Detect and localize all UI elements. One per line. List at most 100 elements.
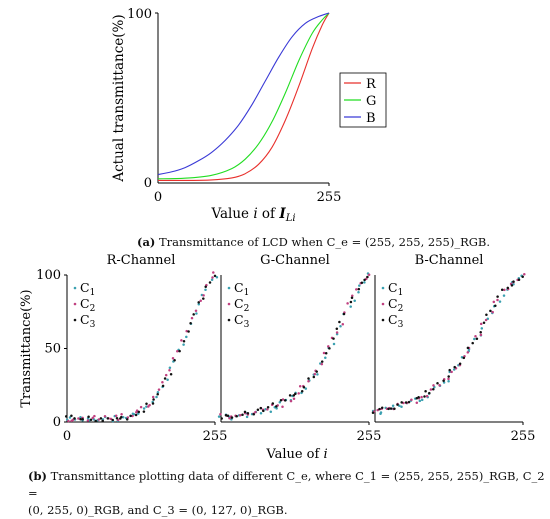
- data-point: [500, 288, 504, 292]
- a-y-axis-label: Actual transmittance(%): [111, 14, 127, 182]
- data-point: [279, 399, 283, 402]
- data-point: [126, 416, 130, 419]
- data-point: [363, 278, 366, 282]
- data-point: [442, 379, 445, 383]
- data-point: [420, 395, 423, 399]
- data-point: [391, 404, 395, 407]
- series-line-r: [157, 12, 330, 181]
- data-point: [448, 368, 451, 372]
- data-point: [163, 377, 167, 380]
- data-point: [335, 327, 339, 331]
- data-point: [400, 405, 403, 409]
- data-point: [332, 342, 336, 346]
- legend-label-c3: C3: [80, 312, 96, 330]
- data-point: [428, 391, 431, 395]
- series-c2: [67, 271, 215, 423]
- data-point: [447, 377, 450, 381]
- caption-a: (a) Transmittance of LCD when C_e = (255…: [137, 234, 490, 251]
- data-point: [473, 337, 476, 341]
- data-point: [129, 414, 132, 418]
- data-point: [496, 295, 499, 298]
- data-point: [407, 400, 411, 404]
- data-point: [521, 275, 524, 279]
- data-point: [297, 392, 300, 395]
- data-point: [164, 373, 168, 377]
- data-point: [438, 384, 441, 387]
- legend-marker-c2: [227, 302, 231, 306]
- data-point: [475, 337, 479, 340]
- data-point: [387, 407, 390, 411]
- data-point: [226, 414, 230, 417]
- data-point: [353, 299, 356, 302]
- data-point: [447, 379, 450, 383]
- legend-label-r: R: [366, 77, 377, 92]
- data-point: [157, 388, 161, 391]
- data-point: [109, 417, 113, 421]
- data-point: [289, 399, 293, 403]
- xtick-label: 255: [203, 429, 228, 444]
- data-point: [292, 397, 296, 400]
- data-point: [316, 373, 319, 376]
- a-xtick-label: 0: [154, 190, 162, 205]
- y-axis-label: Transmittance(%): [19, 289, 34, 407]
- data-point: [349, 305, 352, 308]
- data-point: [152, 398, 155, 401]
- data-point: [97, 418, 101, 421]
- data-point: [180, 339, 183, 342]
- data-point: [121, 416, 125, 419]
- data-point: [389, 407, 393, 410]
- data-point: [479, 331, 482, 334]
- data-point: [213, 274, 217, 278]
- data-point: [360, 281, 364, 285]
- data-point: [324, 356, 327, 360]
- data-point: [398, 404, 401, 407]
- legend-marker-c3: [73, 318, 77, 322]
- data-point: [217, 415, 221, 418]
- data-point: [350, 296, 354, 300]
- data-point: [320, 360, 324, 363]
- data-point: [452, 368, 456, 371]
- legend-marker-c2: [381, 302, 385, 306]
- data-point: [220, 417, 223, 420]
- data-point: [70, 414, 73, 417]
- data-point: [264, 407, 267, 411]
- data-point: [363, 281, 366, 284]
- data-point: [168, 366, 172, 370]
- data-point: [485, 313, 488, 316]
- data-point: [462, 356, 466, 360]
- data-point: [211, 276, 214, 279]
- data-point: [241, 413, 244, 416]
- data-point: [278, 400, 282, 404]
- data-point: [366, 275, 369, 279]
- data-point: [151, 395, 155, 399]
- caption-a-text: Transmittance of LCD when C_e = (255, 25…: [159, 235, 491, 249]
- data-point: [195, 312, 198, 315]
- data-point: [87, 415, 90, 418]
- a-ytick-label: 100: [127, 7, 152, 22]
- data-point: [256, 408, 260, 412]
- series-c3: [64, 274, 217, 423]
- data-point: [142, 410, 146, 413]
- data-point: [489, 309, 492, 313]
- data-point: [271, 402, 275, 405]
- data-point: [182, 343, 185, 346]
- data-point: [447, 375, 450, 378]
- data-point: [202, 294, 205, 297]
- a-x-axis-label: Value i of ILi: [210, 206, 295, 224]
- data-point: [139, 405, 143, 409]
- data-point: [208, 281, 212, 284]
- data-point: [417, 396, 420, 399]
- data-point: [349, 300, 353, 304]
- data-point: [134, 413, 138, 417]
- data-point: [450, 370, 453, 374]
- data-point: [114, 414, 118, 417]
- data-point: [482, 321, 486, 324]
- data-point: [479, 333, 483, 337]
- data-point: [131, 414, 134, 418]
- legend-marker-c1: [381, 286, 385, 290]
- data-point: [342, 312, 346, 316]
- data-point: [120, 412, 123, 416]
